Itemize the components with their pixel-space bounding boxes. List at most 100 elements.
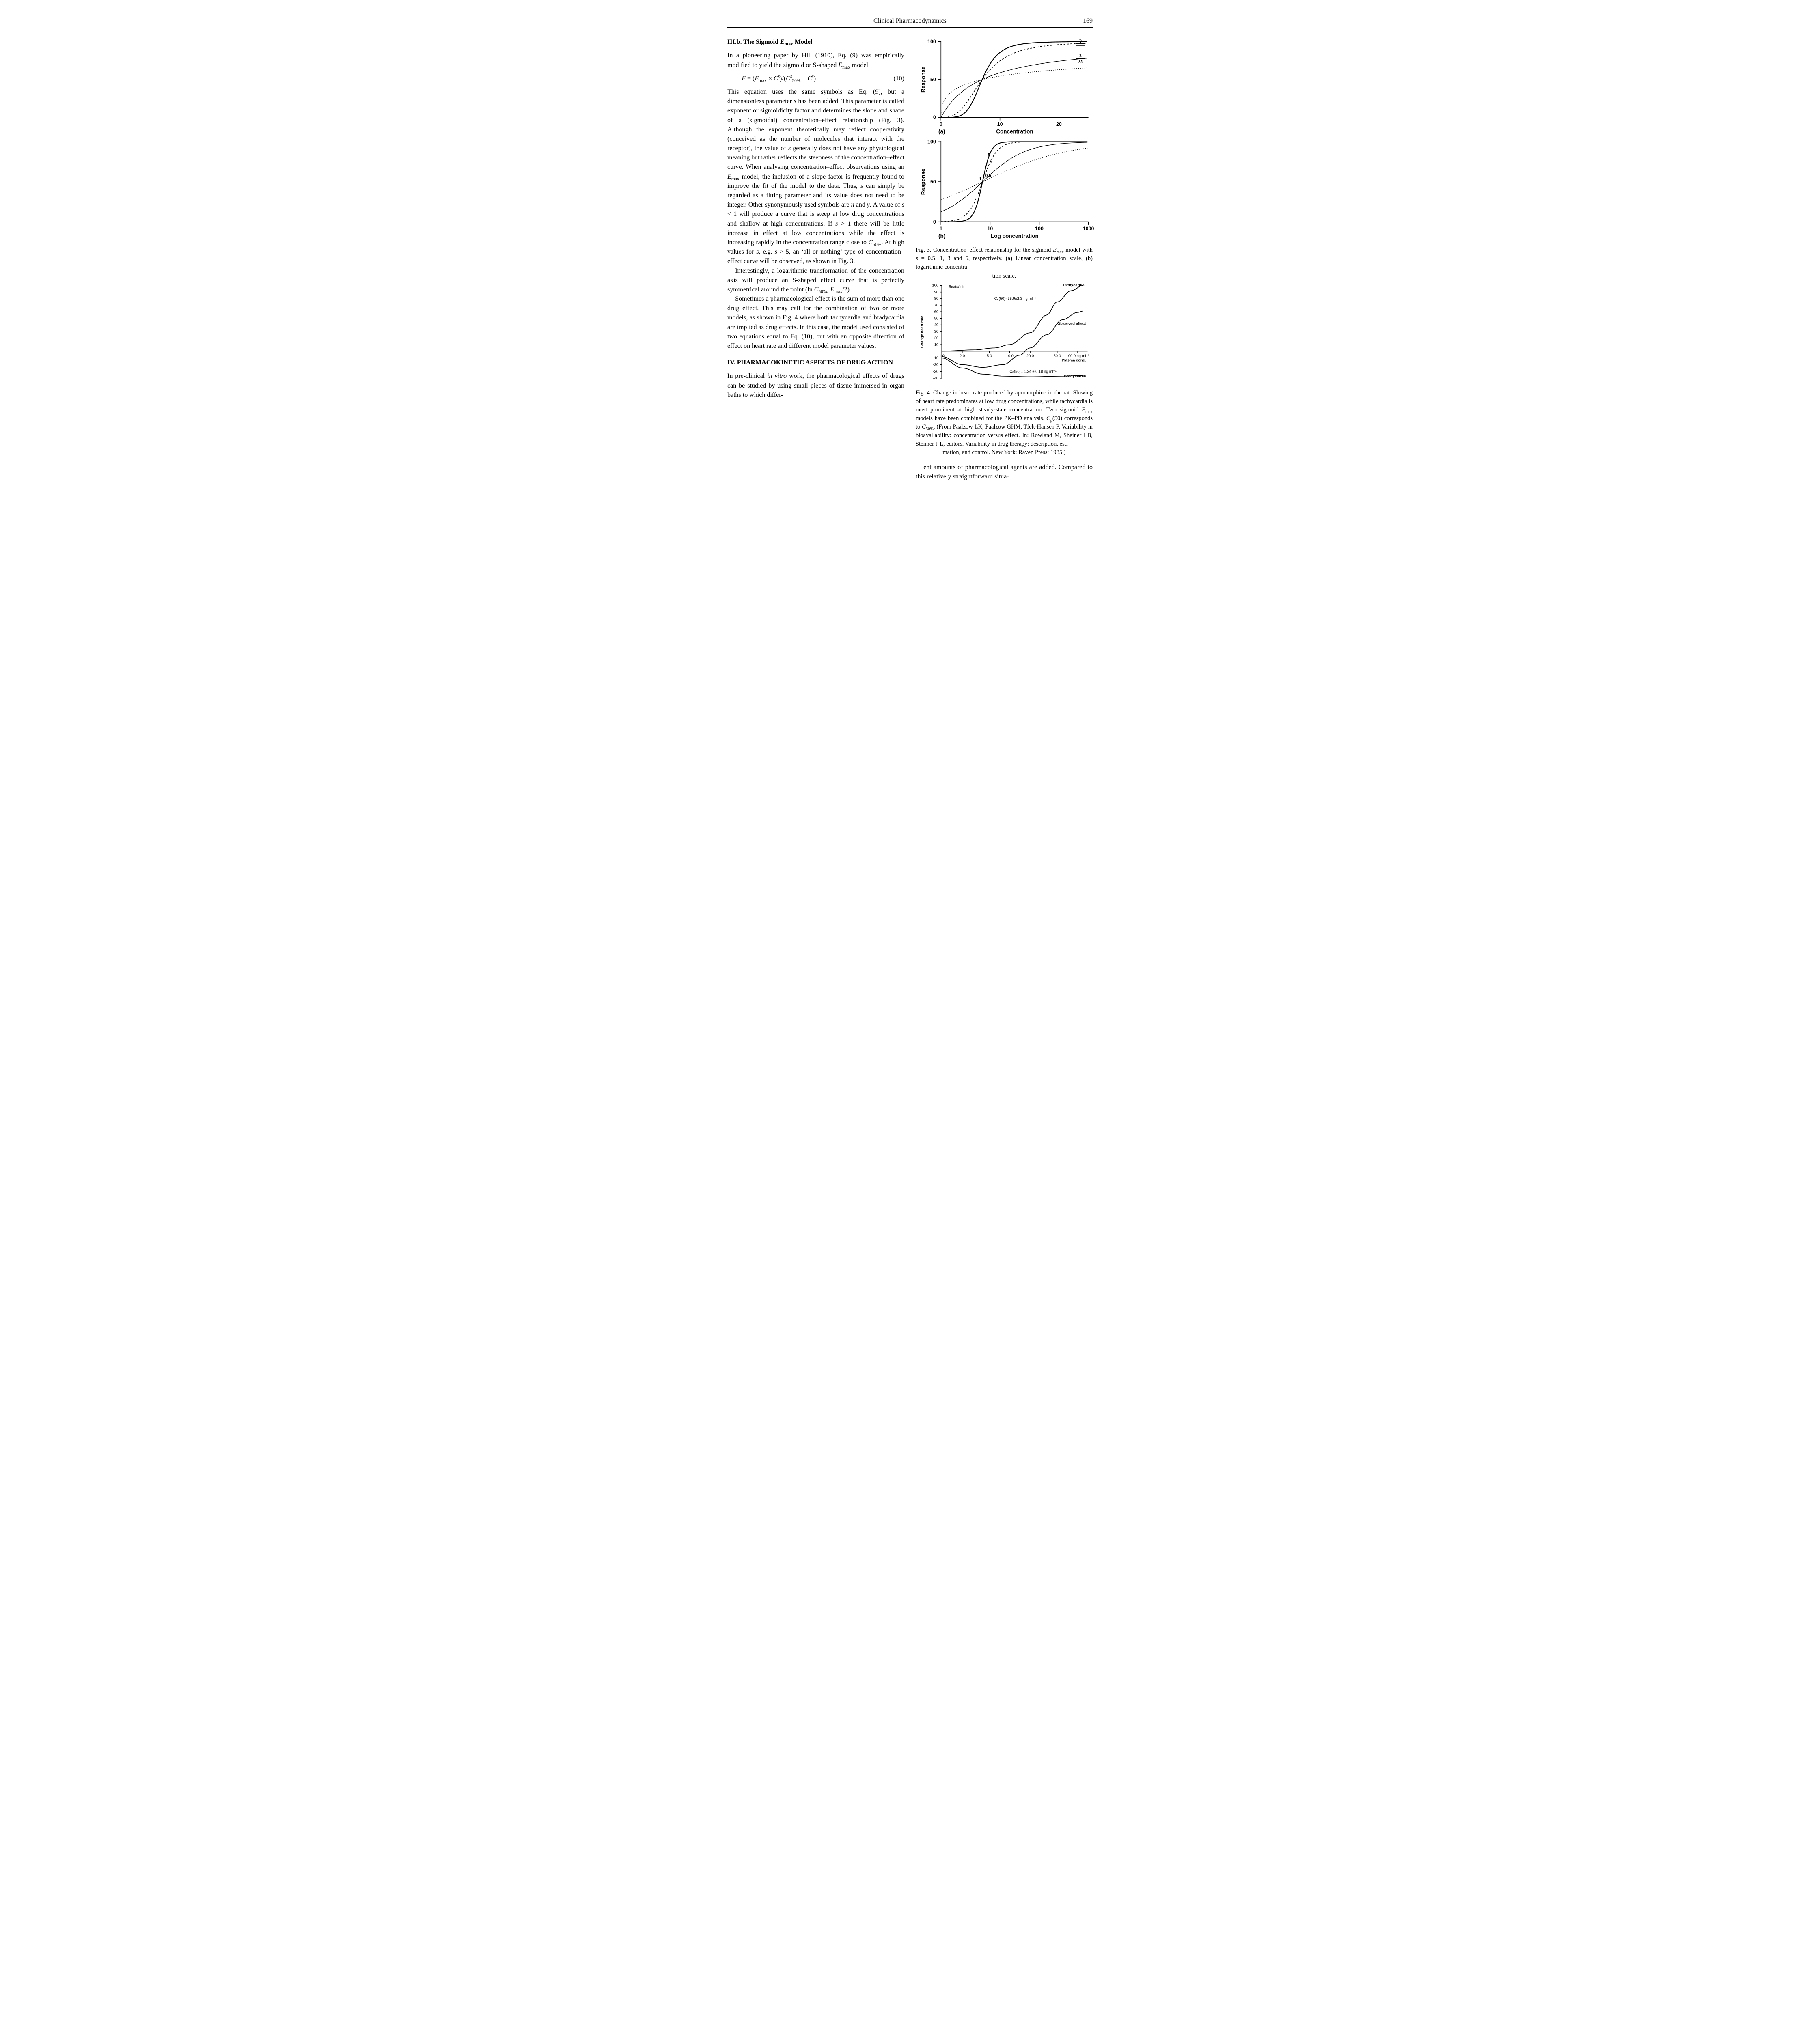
svg-text:1: 1 xyxy=(1079,54,1082,58)
svg-text:3: 3 xyxy=(990,159,992,164)
fig3-cap-E: E xyxy=(1053,247,1057,253)
svg-text:10: 10 xyxy=(934,342,938,347)
p5a: In pre-clinical xyxy=(727,373,767,379)
svg-text:1: 1 xyxy=(940,226,942,231)
svg-text:5.0: 5.0 xyxy=(987,353,992,358)
fig4-svg: 100908070605040302010-10-20-30-401.02.05… xyxy=(916,280,1093,386)
p3-C50: C xyxy=(814,286,819,293)
svg-text:100.0 ng ml⁻¹: 100.0 ng ml⁻¹ xyxy=(1066,353,1089,358)
p2-Emax: E xyxy=(727,173,731,180)
heading-IIIb-post: Model xyxy=(793,39,813,45)
running-head-title: Clinical Pharmacodynamics xyxy=(752,16,1068,26)
fig3-panel-a: 10050001020ResponseConcentration(a)0.513… xyxy=(916,37,1093,134)
svg-text:Cₚ(50)= 1.24 ± 0.18 ng ml⁻¹: Cₚ(50)= 1.24 ± 0.18 ng ml⁻¹ xyxy=(1009,369,1056,373)
svg-text:Observed effect: Observed effect xyxy=(1057,321,1086,325)
svg-text:70: 70 xyxy=(934,303,938,307)
p2-Emax-sub: max xyxy=(731,177,740,181)
heading-IIIb-pre: III.b. The Sigmoid xyxy=(727,39,780,45)
p3b: , xyxy=(827,286,830,293)
svg-text:Response: Response xyxy=(920,66,926,93)
two-column-layout: III.b. The Sigmoid Emax Model In a pione… xyxy=(727,37,1093,481)
para-1-max: max xyxy=(842,65,850,70)
svg-text:20.0: 20.0 xyxy=(1026,353,1034,358)
p3-Emax-sub: max xyxy=(834,289,842,294)
svg-text:10: 10 xyxy=(997,121,1003,127)
p5b: in vitro xyxy=(767,373,787,379)
svg-text:Log concentration: Log concentration xyxy=(991,233,1039,239)
fig4-cap-Cp: C xyxy=(1046,415,1050,422)
p2l: , e.g. xyxy=(759,248,775,255)
svg-text:5: 5 xyxy=(988,153,990,157)
svg-text:20: 20 xyxy=(934,336,938,340)
para-1: In a pioneering paper by Hill (1910), Eq… xyxy=(727,51,904,69)
p3-C50-sub: 50% xyxy=(818,289,827,294)
p2-C50: C xyxy=(869,239,873,246)
fig3-cap-c: = 0.5, 1, 3 and 5, respectively. (a) Lin… xyxy=(916,255,1093,270)
svg-text:-20: -20 xyxy=(933,362,938,366)
p2h: . A value of xyxy=(869,201,901,208)
fig3-caption: Fig. 3. Concentration–effect relationshi… xyxy=(916,246,1093,280)
svg-text:1: 1 xyxy=(979,177,982,181)
svg-text:0: 0 xyxy=(933,115,936,121)
svg-text:Beats/min: Beats/min xyxy=(949,284,965,289)
svg-text:2.0: 2.0 xyxy=(960,353,965,358)
svg-text:10.0: 10.0 xyxy=(1006,353,1014,358)
fig3-cap-last: tion scale. xyxy=(916,272,1093,280)
svg-text:0.5: 0.5 xyxy=(985,174,992,178)
para-1-E: E xyxy=(838,62,842,69)
fig3-panel-b: 1005001101001000ResponseLog concentratio… xyxy=(916,138,1093,243)
svg-text:50.0: 50.0 xyxy=(1054,353,1061,358)
svg-text:5: 5 xyxy=(1079,38,1082,43)
svg-text:60: 60 xyxy=(934,310,938,314)
para-5: In pre-clinical in vitro work, the pharm… xyxy=(727,371,904,400)
svg-text:50: 50 xyxy=(930,77,936,82)
p2f: and xyxy=(854,201,867,208)
fig3-cap-a: Fig. 3. Concentration–effect relationshi… xyxy=(916,247,1053,253)
equation-10: E = (Emax × Cs)/(Cs50% + Cs) (10) xyxy=(742,74,904,83)
svg-text:-40: -40 xyxy=(933,376,938,380)
svg-text:0.5: 0.5 xyxy=(1078,60,1084,64)
svg-text:100: 100 xyxy=(1035,226,1044,231)
para-3: Interestingly, a logarithmic transformat… xyxy=(727,266,904,295)
page-number: 169 xyxy=(1068,16,1093,26)
heading-IIIb-E: E xyxy=(780,39,785,45)
fig4-cap-b: models have been combined for the PK–PD … xyxy=(916,415,1046,422)
svg-text:Tachycardia: Tachycardia xyxy=(1063,283,1085,287)
svg-text:Change heart rate: Change heart rate xyxy=(920,316,924,348)
left-column: III.b. The Sigmoid Emax Model In a pione… xyxy=(727,37,904,481)
svg-text:Response: Response xyxy=(920,168,926,195)
p3c: /2). xyxy=(842,286,851,293)
fig4-cap-d: . (From Paalzow LK, Paalzow GHM, Tfelt-H… xyxy=(916,424,1093,447)
svg-text:Bradycardia: Bradycardia xyxy=(1064,374,1086,378)
svg-text:100: 100 xyxy=(927,39,936,45)
p2-n: n xyxy=(851,201,854,208)
svg-text:80: 80 xyxy=(934,296,938,300)
fig3a-svg: 10050001020ResponseConcentration(a)0.513… xyxy=(916,37,1093,134)
svg-text:1000: 1000 xyxy=(1083,226,1094,231)
svg-text:(b): (b) xyxy=(938,233,945,239)
fig3b-svg: 1005001101001000ResponseLog concentratio… xyxy=(916,138,1093,243)
svg-text:Concentration: Concentration xyxy=(996,129,1033,135)
fig4-panel: 100908070605040302010-10-20-30-401.02.05… xyxy=(916,280,1093,386)
fig3-cap-max: max xyxy=(1057,250,1064,254)
p2-C50-sub: 50% xyxy=(873,242,881,247)
svg-text:(a): (a) xyxy=(938,129,945,135)
fig4-cap-C50: C xyxy=(922,424,926,430)
svg-text:30: 30 xyxy=(934,329,938,333)
p2b: has been added. This parameter is called… xyxy=(727,98,904,152)
svg-text:-30: -30 xyxy=(933,369,938,373)
svg-text:100: 100 xyxy=(932,283,938,287)
svg-text:50: 50 xyxy=(930,179,936,185)
fig4-cap-last: mation, and control. New York: Raven Pre… xyxy=(916,448,1093,457)
svg-text:Cₚ(50)=35.9±2.3 ng ml⁻¹: Cₚ(50)=35.9±2.3 ng ml⁻¹ xyxy=(994,297,1036,301)
svg-text:40: 40 xyxy=(934,323,938,327)
para-4: Sometimes a pharmacological effect is th… xyxy=(727,294,904,351)
fig4-cap-a: Fig. 4. Change in heart rate produced by… xyxy=(916,390,1093,413)
p3-Emax: E xyxy=(830,286,835,293)
svg-text:100: 100 xyxy=(927,139,936,144)
fig4-cap-50: 50% xyxy=(926,427,934,431)
para-1b: model: xyxy=(850,62,870,69)
p2-s4: s xyxy=(902,201,904,208)
svg-text:-10: -10 xyxy=(933,356,938,360)
para-2: This equation uses the same symbols as E… xyxy=(727,87,904,266)
